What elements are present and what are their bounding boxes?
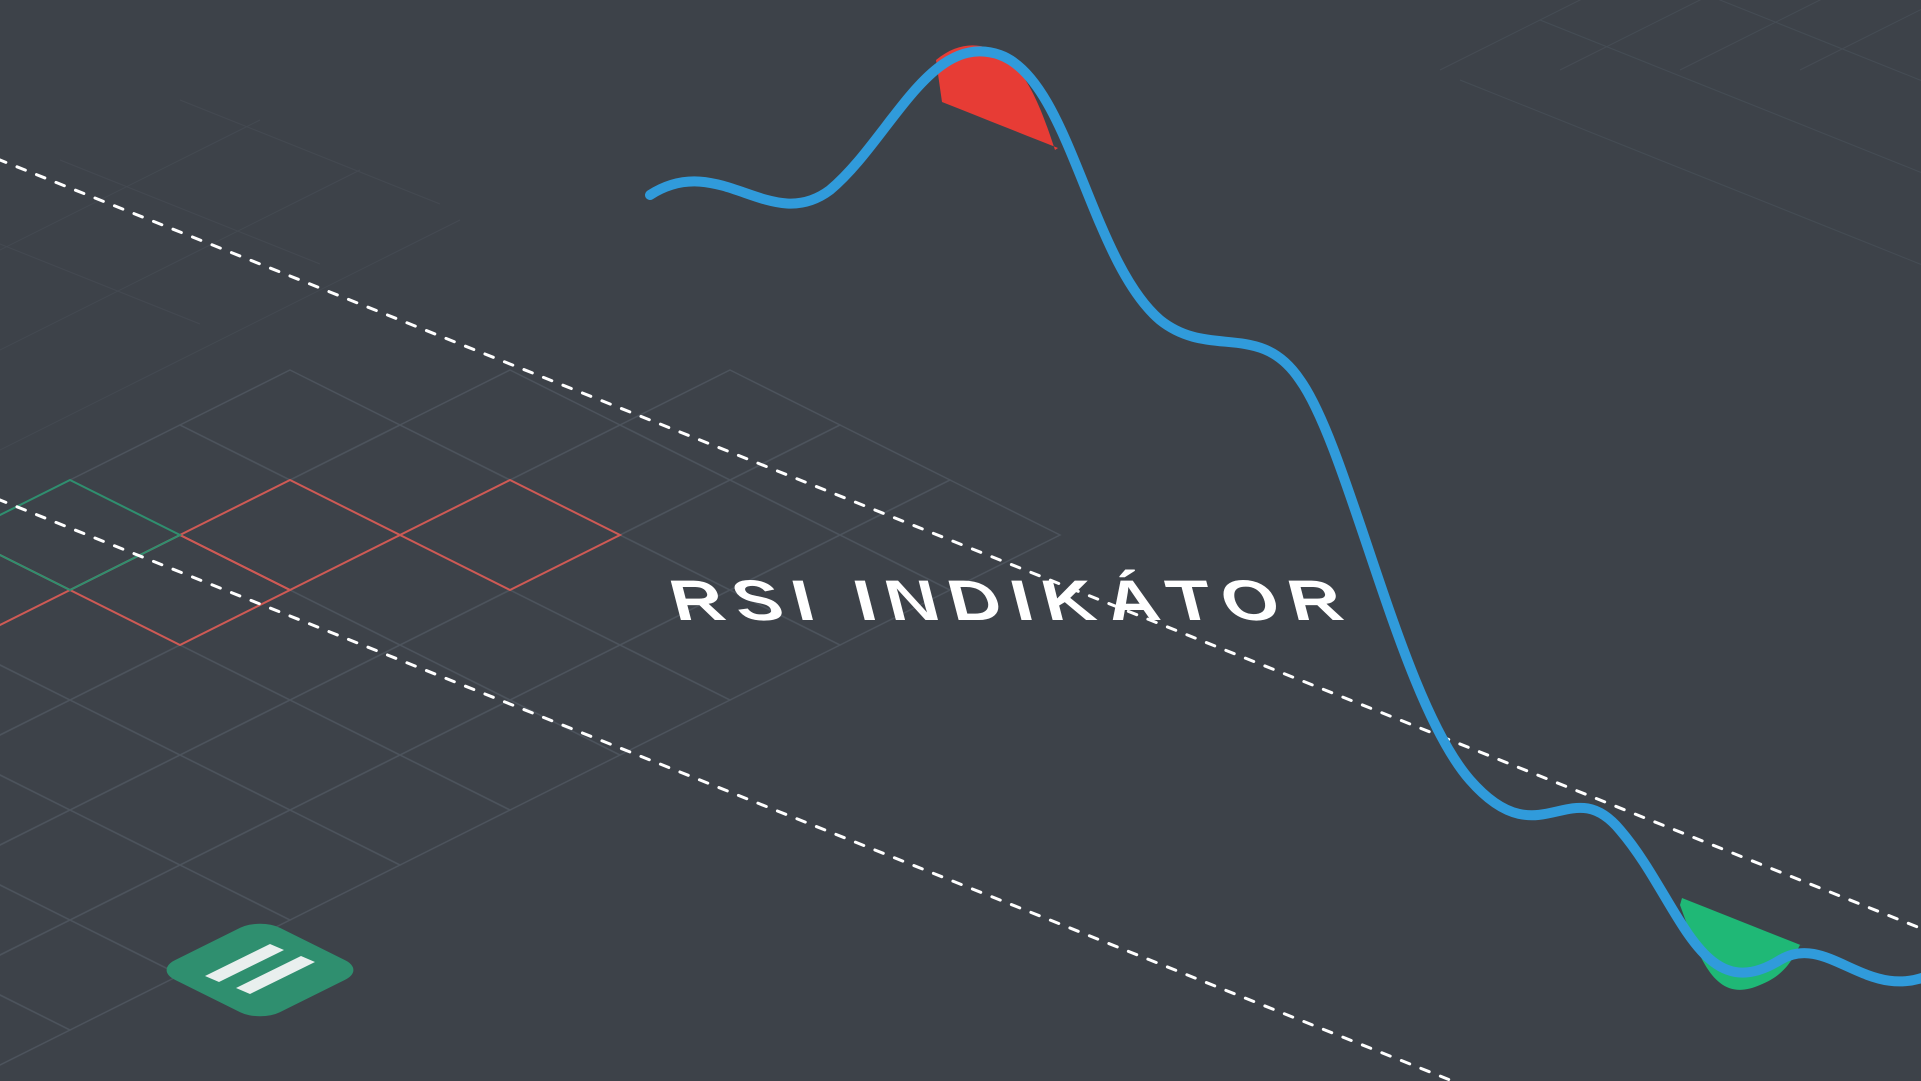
rsi-diagram: RSI INDIKÁTOR	[0, 0, 1921, 1081]
diagram-title: RSI INDIKÁTOR	[654, 569, 1367, 633]
diagram-svg: RSI INDIKÁTOR	[0, 0, 1921, 1081]
title-group: RSI INDIKÁTOR	[654, 569, 1367, 633]
